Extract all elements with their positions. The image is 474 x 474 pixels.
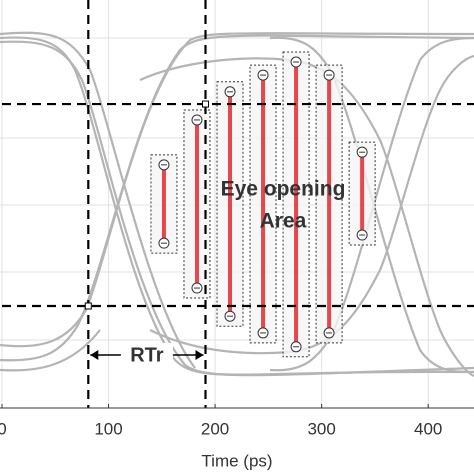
rise-time-label-bg	[120, 343, 173, 367]
rise-time-label: RTr	[130, 344, 164, 366]
trace	[0, 31, 196, 369]
annotation: Eye opening	[221, 178, 346, 201]
x-axis-label: Time (ps)	[201, 451, 272, 470]
x-tick-label: 0	[0, 419, 7, 438]
trace	[0, 40, 474, 377]
trace	[0, 32, 474, 348]
x-tick-label: 200	[201, 419, 229, 438]
trace	[149, 54, 474, 355]
x-tick-label: 300	[307, 419, 335, 438]
x-tick-label: 400	[414, 419, 442, 438]
crossing-marker	[202, 100, 210, 108]
trace	[0, 329, 101, 372]
trace	[139, 57, 474, 378]
x-tick-label: 100	[94, 419, 122, 438]
crossing-marker	[84, 302, 92, 310]
annotation: Area	[260, 210, 307, 233]
marks: RTr Eye opening Area	[2, 0, 474, 408]
